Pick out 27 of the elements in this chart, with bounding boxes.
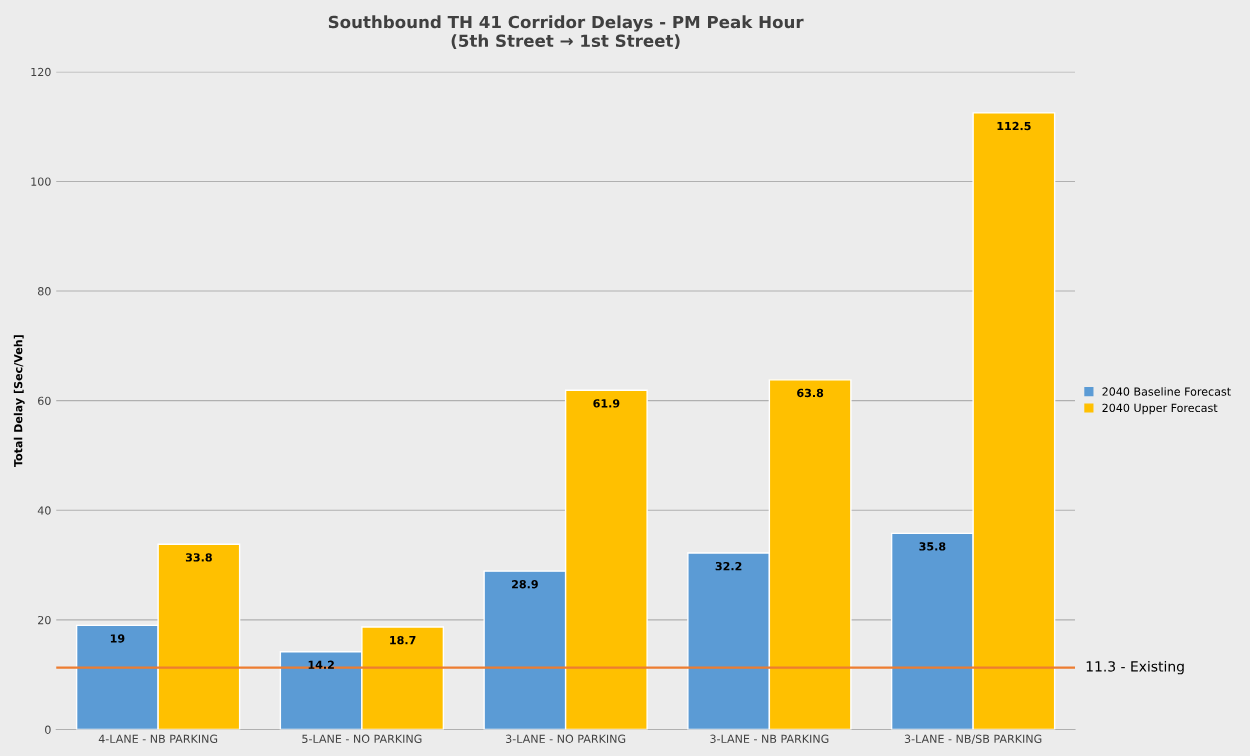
legend-label: 2040 Baseline Forecast [1102,387,1231,396]
data-label: 32.2 [715,561,742,571]
y-tick-label: 100 [31,177,51,186]
data-label: 63.8 [797,388,824,398]
y-tick-label: 40 [37,506,51,515]
x-tick-label: 3-LANE - NB PARKING [710,734,829,743]
data-label: 61.9 [593,399,620,408]
y-tick-label: 0 [45,725,51,734]
data-label: 33.8 [185,553,212,562]
y-axis-title: Total Delay [Sec/Veh] [13,335,25,468]
y-tick-label: 120 [31,67,51,77]
x-tick-label: 4-LANE - NB PARKING [98,734,218,743]
y-tick-label: 20 [38,615,51,625]
chart-title: Southbound TH 41 Corridor Delays - PM Peak Hour (5th Street → 1st Street) [328,15,804,50]
y-tick-label: 80 [38,287,51,296]
data-label: 35.8 [919,542,946,551]
data-label: 14.2 [308,660,334,669]
legend-label: 2040 Upper Forecast [1102,403,1218,415]
y-tick-label: 60 [38,396,51,406]
x-tick-label: 3-LANE - NB/SB PARKING [904,734,1042,744]
x-tick-label: 5-LANE - NO PARKING [302,734,422,743]
data-label: 112.5 [997,121,1031,131]
data-label: 28.9 [512,580,538,589]
data-label: 18.7 [390,635,416,645]
ref-line-label: 11.3 - Existing [1086,660,1184,675]
data-label: 19 [110,634,125,643]
x-tick-label: 3-LANE - NO PARKING [506,734,626,743]
